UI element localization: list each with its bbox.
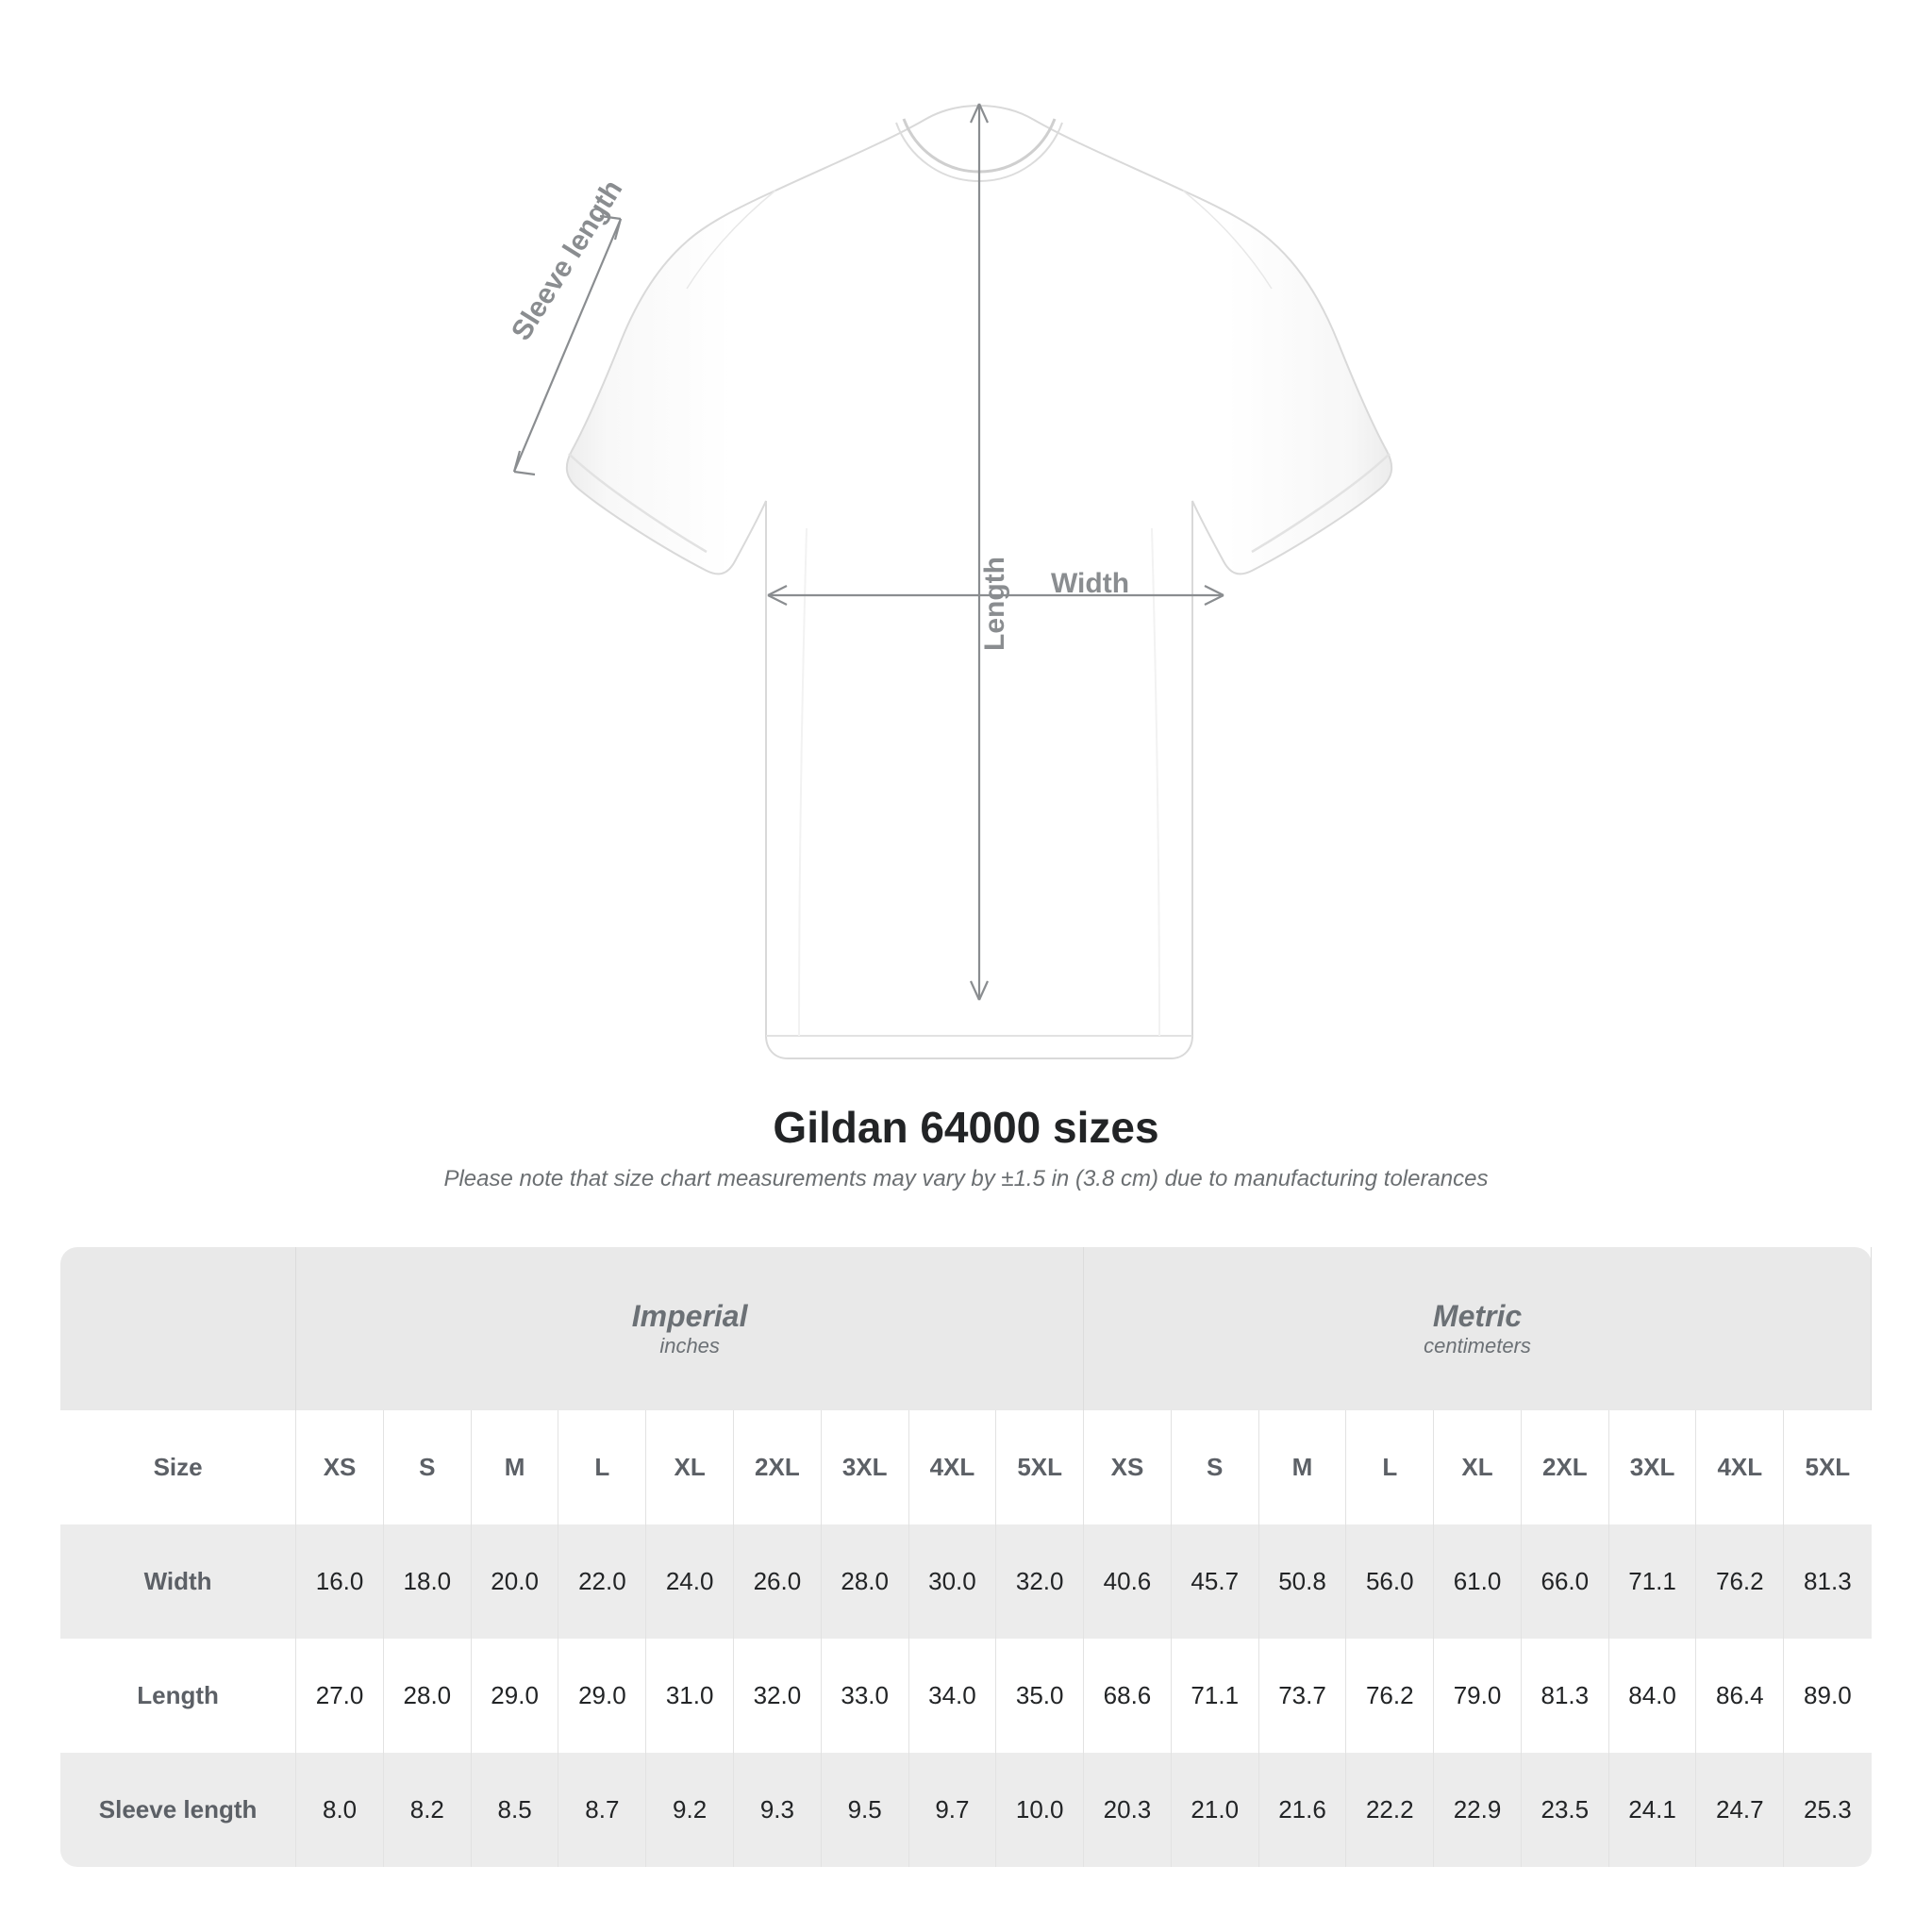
svg-text:Width: Width: [1051, 568, 1129, 599]
svg-text:Sleeve length: Sleeve length: [506, 175, 628, 346]
svg-text:Length: Length: [979, 557, 1010, 651]
